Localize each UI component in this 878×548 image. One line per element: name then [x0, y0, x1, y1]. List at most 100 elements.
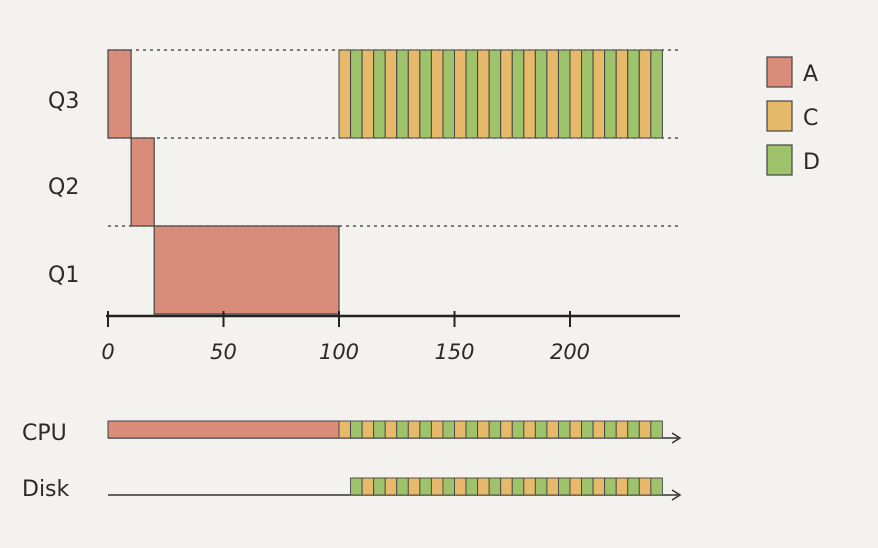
queue-slice-c [592, 49, 606, 139]
legend-label-d: D [803, 150, 820, 175]
cpu-slice-d [511, 420, 525, 439]
queue-slice-c [523, 49, 536, 139]
queue-slice-c [546, 49, 559, 139]
queue-slice-d [488, 49, 502, 139]
cpu-slice-c [430, 420, 444, 439]
queue-slice-d [511, 49, 525, 139]
cpu-slice-c [638, 420, 652, 439]
queue-slice-c [338, 49, 352, 139]
disk-slice-c [615, 477, 629, 496]
cpu-slice-d [650, 420, 663, 439]
cpu-slice-d [396, 420, 409, 439]
disk-slice-d [488, 477, 502, 496]
legend-label-a: A [803, 62, 818, 87]
queue-slice-d [350, 49, 363, 139]
legend-swatch-a [766, 56, 793, 88]
cpu-slice-d [604, 420, 617, 439]
cpu-slice-d [350, 420, 363, 439]
queue-slice-d [419, 49, 432, 139]
x-tick-label: 200 [550, 340, 590, 364]
queue-bar-q2-a [130, 137, 155, 227]
disk-slice-d [465, 477, 479, 496]
cpu-slice-c [338, 420, 352, 439]
cpu-slice-c [546, 420, 559, 439]
cpu-slice-d [488, 420, 502, 439]
queue-slice-c [384, 49, 398, 139]
disk-slice-c [592, 477, 606, 496]
queue-slice-d [627, 49, 640, 139]
disk-slice-d [442, 477, 455, 496]
disk-slice-c [546, 477, 559, 496]
disk-slice-d [373, 477, 386, 496]
cpu-slice-c [592, 420, 606, 439]
cpu-slice-c [523, 420, 536, 439]
resource-bars [107, 420, 663, 496]
disk-slice-d [534, 477, 548, 496]
disk-slice-c [477, 477, 490, 496]
cpu-slice-d [442, 420, 455, 439]
x-tick-label: 50 [210, 340, 237, 364]
queue-slice-c [407, 49, 421, 139]
queue-slice-c [430, 49, 444, 139]
queue-slice-c [615, 49, 629, 139]
disk-slice-c [384, 477, 398, 496]
queue-label-q2: Q2 [48, 175, 79, 200]
cpu-bar-a [107, 420, 340, 439]
queue-slice-d [373, 49, 386, 139]
legend: A C D [766, 56, 820, 176]
cpu-slice-d [581, 420, 594, 439]
queue-slice-d [581, 49, 594, 139]
disk-slice-c [361, 477, 375, 496]
resource-label-disk: Disk [22, 477, 70, 502]
x-tick-label: 150 [434, 340, 474, 364]
cpu-arrow-icon [671, 432, 682, 444]
queue-slice-d [604, 49, 617, 139]
cpu-slice-c [361, 420, 375, 439]
disk-slice-d [581, 477, 594, 496]
x-tick-label: 100 [319, 340, 359, 364]
queue-slice-d [650, 49, 663, 139]
x-ticks: 0 50 100 150 200 [101, 311, 590, 364]
disk-slice-c [638, 477, 652, 496]
disk-slice-c [430, 477, 444, 496]
disk-arrow-icon [671, 489, 682, 501]
queue-slice-d [442, 49, 456, 139]
cpu-slice-c [384, 420, 398, 439]
disk-slice-d [627, 477, 640, 496]
queue-slice-c [361, 49, 375, 139]
queue-bars [107, 49, 663, 315]
cpu-slice-d [558, 420, 571, 439]
queue-slice-d [465, 49, 479, 139]
cpu-slice-c [615, 420, 629, 439]
disk-slice-d [350, 477, 363, 496]
queue-slice-d [534, 49, 548, 139]
queue-slice-c [500, 49, 513, 139]
queue-slice-c [638, 49, 652, 139]
resource-label-cpu: CPU [22, 421, 67, 446]
disk-slice-d [396, 477, 409, 496]
legend-label-c: C [803, 106, 818, 131]
queue-label-q3: Q3 [48, 89, 79, 114]
disk-slice-d [419, 477, 432, 496]
disk-slice-c [569, 477, 583, 496]
cpu-slice-d [373, 420, 386, 439]
queue-slice-c [569, 49, 583, 139]
disk-slice-c [454, 477, 467, 496]
legend-swatch-c [766, 100, 793, 132]
queue-slice-d [396, 49, 409, 139]
cpu-slice-c [454, 420, 467, 439]
x-tick-label: 0 [101, 340, 114, 364]
legend-swatch-d [766, 144, 793, 176]
cpu-slice-c [500, 420, 513, 439]
cpu-slice-d [465, 420, 479, 439]
cpu-slice-c [407, 420, 421, 439]
cpu-slice-d [627, 420, 640, 439]
queue-slice-d [557, 49, 571, 139]
queue-bar-q3-a [107, 49, 132, 139]
disk-slice-d [650, 477, 663, 496]
cpu-slice-d [419, 420, 432, 439]
queue-label-q1: Q1 [48, 263, 79, 288]
queue-slice-c [477, 49, 490, 139]
